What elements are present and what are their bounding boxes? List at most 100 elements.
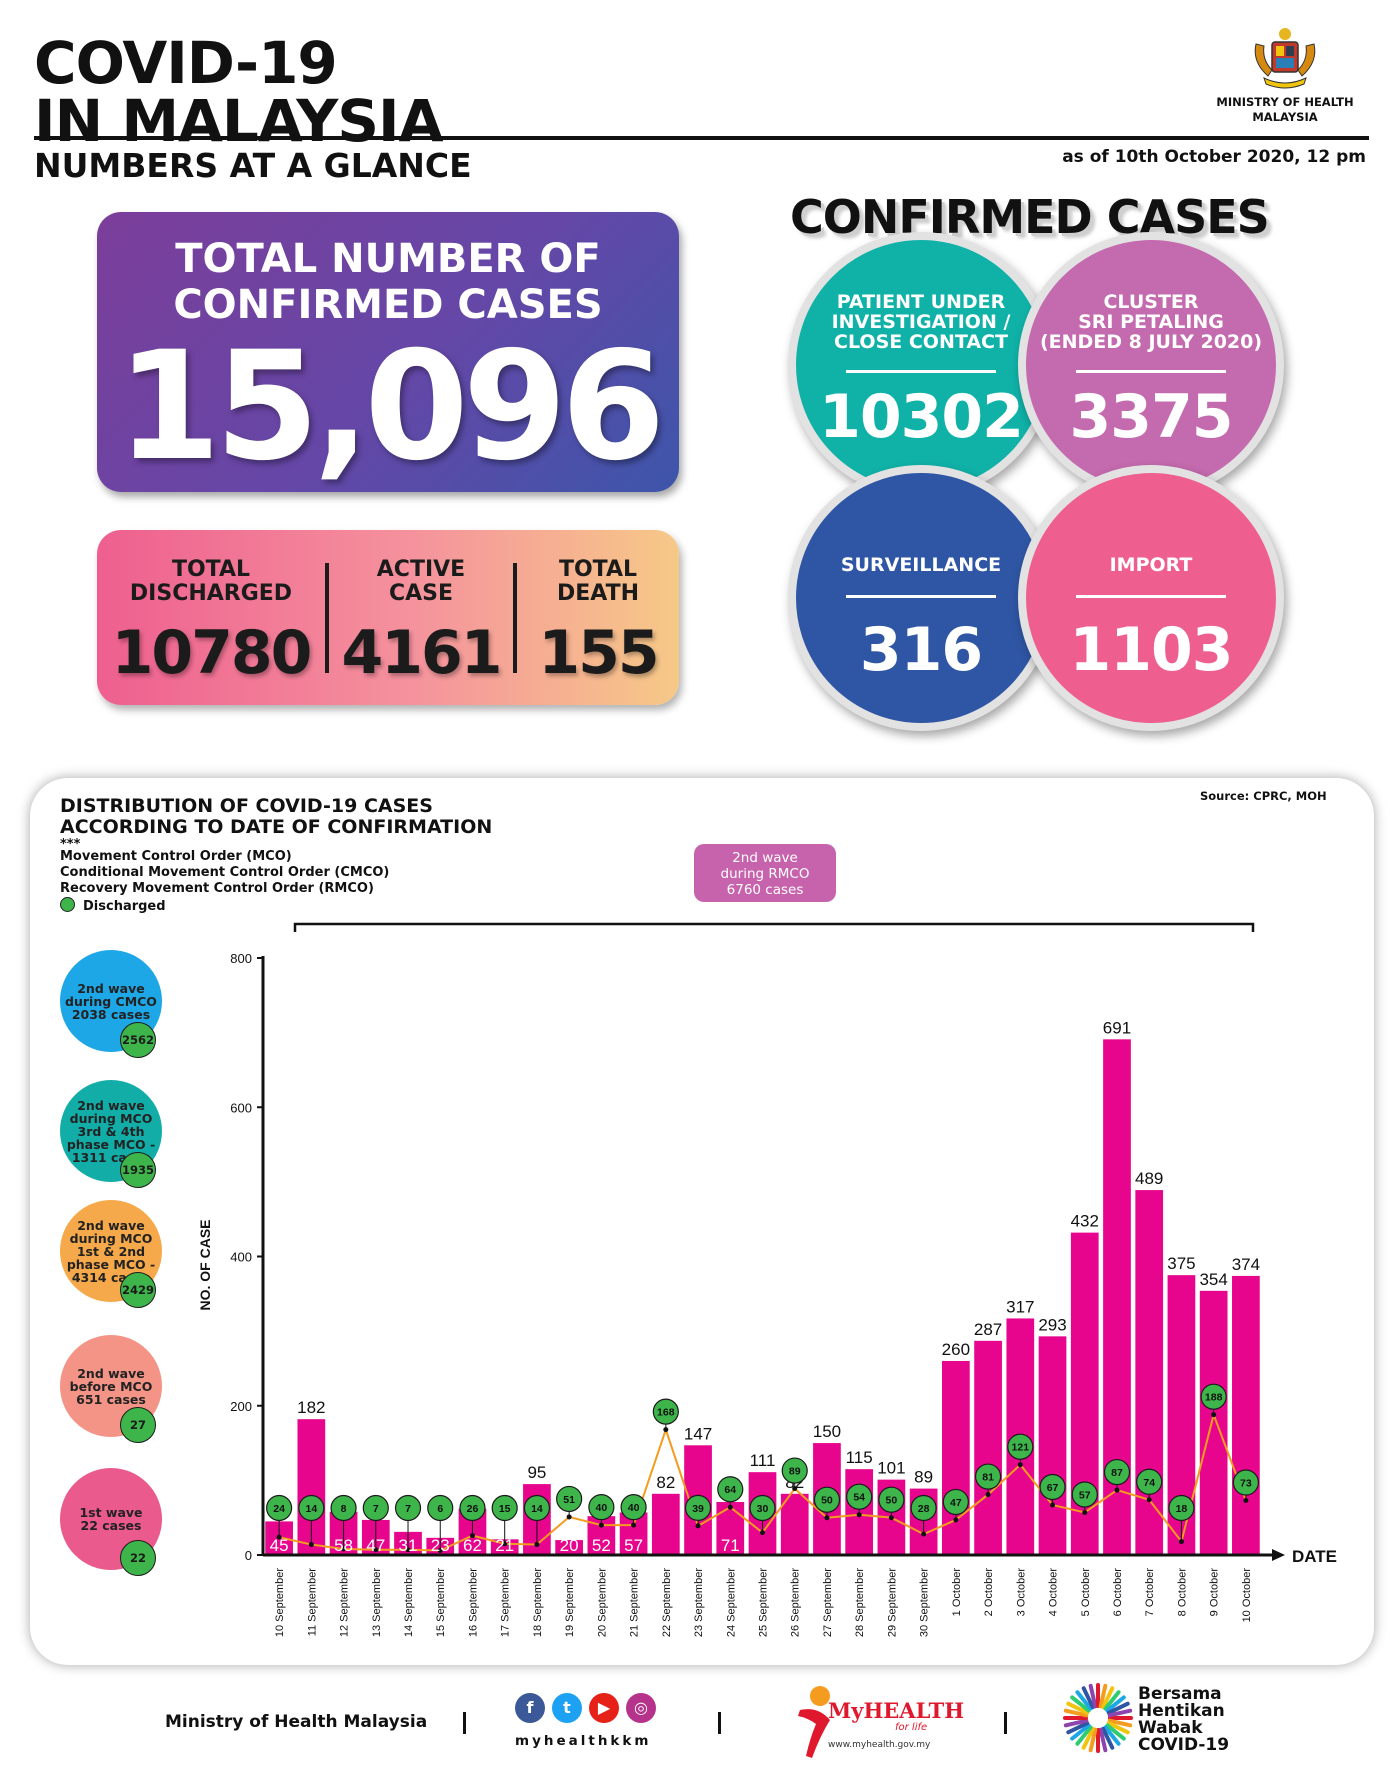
bar-value-label: 95 <box>527 1463 546 1482</box>
bar-value-label: 21 <box>495 1536 514 1555</box>
legend-rmco: Recovery Movement Control Order (RMCO) <box>60 881 374 896</box>
header-rule <box>34 136 1369 140</box>
bar-value-label: 89 <box>914 1468 933 1487</box>
stat-death-label-1: TOTAL <box>558 557 638 582</box>
discharged-badge <box>1071 1481 1098 1508</box>
sunburst-ray <box>1063 1708 1089 1718</box>
bar <box>941 1360 970 1555</box>
bersama-line-1: Bersama <box>1138 1684 1222 1704</box>
sunburst-ray <box>1107 1718 1133 1728</box>
cluster-label-2: SRI PETALING <box>1078 311 1224 333</box>
discharged-value-label: 28 <box>918 1503 930 1515</box>
bar-value-label: 150 <box>813 1422 841 1441</box>
bar-value-label: 57 <box>624 1536 643 1555</box>
x-tick-label: 18 September <box>532 1568 544 1637</box>
discharged-badge <box>394 1494 422 1522</box>
stat-discharged-value: 10780 <box>111 618 313 688</box>
sunburst-ray <box>1070 1723 1091 1741</box>
total-label-line-1: TOTAL NUMBER OF <box>175 236 601 282</box>
wave-label: 1st wave 22 cases <box>64 1506 158 1532</box>
pui-label: PATIENT UNDER INVESTIGATION / CLOSE CONT… <box>796 292 1046 352</box>
x-tick-label: 8 October <box>1176 1568 1188 1617</box>
wave-circle: 2nd wave during CMCO 2038 cases 2562 <box>60 950 162 1058</box>
sunburst-ray <box>1066 1721 1090 1735</box>
y-tick-label: 600 <box>230 1100 252 1115</box>
instagram-icon[interactable]: ◎ <box>626 1693 656 1723</box>
x-tick-label: 27 September <box>822 1568 834 1637</box>
import-circle: IMPORT 1103 <box>1018 465 1284 731</box>
ministry-label: MINISTRY OF HEALTH MALAYSIA <box>1200 95 1370 125</box>
social-handle[interactable]: myhealthkkm <box>515 1733 652 1749</box>
wave-label-line: during CMCO <box>65 993 157 1009</box>
discharged-value-label: 14 <box>305 1503 317 1515</box>
discharged-value-label: 6 <box>437 1503 443 1515</box>
discharged-badge <box>266 1494 293 1522</box>
sunburst-ray <box>1106 1721 1130 1735</box>
wave-label-line: 2nd wave <box>77 980 145 996</box>
stat-active-label: ACTIVE CASE <box>329 558 513 606</box>
wave-discharged-badge: 2429 <box>120 1272 156 1308</box>
pui-divider <box>846 370 996 373</box>
bersama-campaign: Bersama Hentikan Wabak COVID-19 <box>1138 1686 1229 1754</box>
rmco-bracket <box>293 922 1255 932</box>
discharged-dot-icon <box>60 897 75 912</box>
bar-value-label: 82 <box>656 1473 675 1492</box>
sunburst-ray <box>1103 1725 1121 1746</box>
twitter-icon[interactable]: t <box>552 1693 582 1723</box>
bar <box>555 1540 584 1555</box>
discharged-value-label: 64 <box>724 1484 736 1496</box>
pui-label-2: INVESTIGATION / <box>831 311 1011 333</box>
x-tick-label: 4 October <box>1048 1568 1060 1617</box>
discharged-badge <box>1039 1473 1066 1501</box>
y-tick-label: 200 <box>230 1399 252 1414</box>
x-tick-label: 14 September <box>403 1568 415 1637</box>
rmco-line-2: during RMCO <box>720 866 810 882</box>
subtitle: NUMBERS AT A GLANCE <box>34 146 472 185</box>
sunburst-ray <box>1075 1725 1093 1746</box>
bar-value-label: 71 <box>721 1536 740 1555</box>
myhealth-url[interactable]: www.myhealth.gov.my <box>828 1740 931 1750</box>
bar-value-label: 115 <box>846 1448 873 1467</box>
summary-stats-card: TOTAL DISCHARGED 10780 ACTIVE CASE 4161 … <box>97 530 679 705</box>
wave-label-line: during MCO <box>69 1110 153 1126</box>
wave-circle: 1st wave 22 cases 22 <box>60 1468 162 1576</box>
discharged-value-label: 188 <box>1205 1392 1223 1404</box>
stat-discharged-label-2: DISCHARGED <box>129 581 293 606</box>
discharged-value-label: 40 <box>628 1502 640 1514</box>
bar <box>780 1493 809 1555</box>
discharged-badge <box>459 1494 486 1522</box>
x-tick-label: 21 September <box>629 1568 641 1637</box>
stat-divider <box>513 563 517 673</box>
bersama-sunburst-icon <box>1063 1683 1133 1753</box>
distribution-title-2: ACCORDING TO DATE OF CONFIRMATION <box>60 816 493 838</box>
sunburst-ray <box>1081 1686 1095 1710</box>
wave-circle: 2nd wave before MCO 651 cases 27 <box>60 1335 162 1443</box>
x-tick-label: 25 September <box>758 1568 770 1637</box>
bar-value-label: 691 <box>1103 1018 1131 1037</box>
bar <box>716 1502 745 1555</box>
discharged-value-label: 54 <box>853 1492 865 1504</box>
discharged-value-label: 168 <box>657 1407 675 1419</box>
youtube-icon[interactable]: ▶ <box>589 1693 619 1723</box>
discharged-value-label: 8 <box>341 1503 347 1515</box>
discharged-badge <box>717 1476 744 1503</box>
x-tick-label: 12 September <box>339 1568 351 1637</box>
discharged-value-label: 18 <box>1176 1503 1188 1515</box>
stat-death-label-2: DEATH <box>556 581 640 606</box>
wave-label-line: phase MCO - <box>66 1136 156 1152</box>
sunburst-ray <box>1098 1683 1108 1709</box>
total-confirmed-label: TOTAL NUMBER OF CONFIRMED CASES <box>97 236 679 328</box>
discharged-badge <box>1007 1433 1034 1460</box>
facebook-icon[interactable]: f <box>515 1693 545 1723</box>
distribution-title-1: DISTRIBUTION OF COVID-19 CASES <box>60 795 433 817</box>
discharged-badge <box>427 1494 454 1522</box>
x-tick-label: 22 September <box>661 1568 673 1637</box>
x-tick-label: 19 September <box>564 1568 576 1637</box>
bar-value-label: 287 <box>974 1320 1002 1339</box>
bar-value-label: 489 <box>1135 1169 1163 1188</box>
discharged-badge <box>1136 1468 1163 1495</box>
sunburst-ray <box>1105 1695 1126 1713</box>
wave-discharged-badge: 22 <box>120 1540 156 1576</box>
x-tick-label: 23 September <box>693 1568 705 1637</box>
bar-value-label: 101 <box>877 1459 905 1478</box>
